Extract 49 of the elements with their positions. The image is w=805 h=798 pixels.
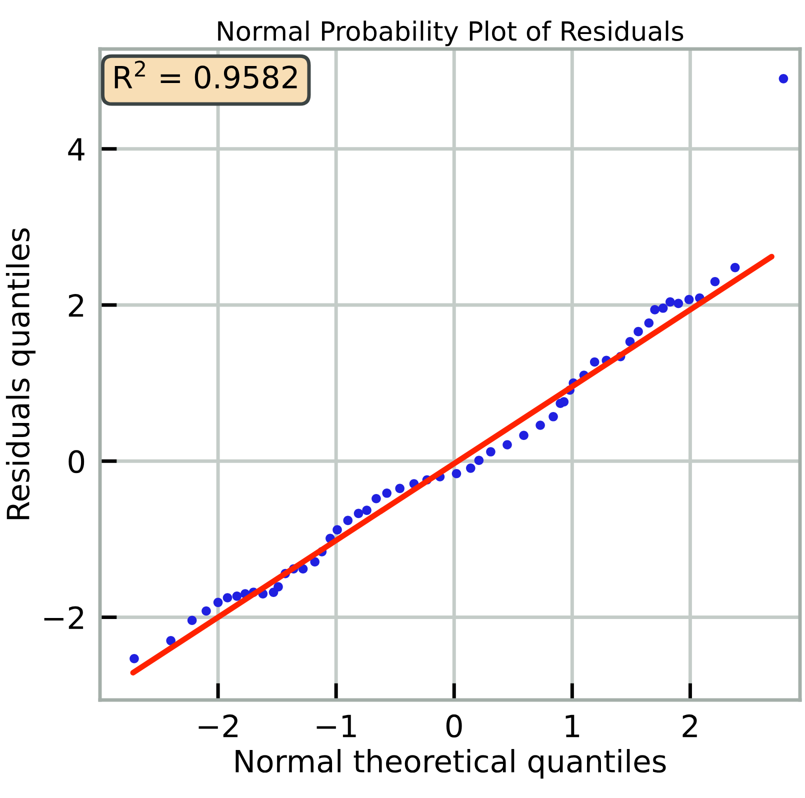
point [166, 636, 176, 646]
point [590, 357, 600, 367]
x-axis-title: Normal theoretical quantiles [236, 749, 666, 779]
point [130, 654, 139, 664]
y-tick-label: −2 [44, 606, 84, 629]
point [559, 397, 569, 406]
point [658, 303, 668, 313]
point [452, 468, 462, 478]
point [644, 318, 654, 328]
y-axis-title: Residuals quantiles [6, 228, 36, 520]
point [674, 298, 684, 308]
point [332, 525, 342, 534]
point [548, 412, 558, 422]
point [502, 440, 512, 450]
point [684, 294, 694, 304]
x-tick-label: 0 [446, 714, 462, 738]
point [274, 582, 283, 592]
x-tick-label: −2 [198, 714, 238, 738]
point [354, 508, 364, 518]
point [536, 420, 545, 430]
y-tick-label: 0 [68, 450, 84, 474]
point [222, 593, 232, 602]
point [395, 484, 404, 494]
point [382, 488, 392, 498]
x-tick-label: −1 [316, 714, 356, 738]
point [519, 430, 528, 440]
point [778, 74, 788, 84]
point [466, 464, 476, 473]
point [213, 598, 223, 608]
point [650, 305, 660, 314]
point [187, 616, 197, 626]
y-tick-label: 2 [68, 294, 84, 317]
point [372, 494, 381, 504]
y-tick-label: 4 [68, 138, 84, 161]
point [343, 516, 353, 526]
annotation: R$^{2}$ = 0.9582 [114, 60, 297, 89]
point [634, 326, 643, 336]
point [362, 506, 372, 515]
point [232, 592, 242, 601]
chart-title: Normal Probability Plot of Residuals [218, 20, 684, 46]
point [474, 456, 484, 466]
point [310, 557, 320, 566]
point [486, 447, 496, 456]
point [202, 606, 211, 616]
x-tick-label: 2 [682, 714, 697, 738]
point [730, 262, 740, 272]
point [710, 276, 720, 286]
point [665, 297, 675, 307]
x-tick-label: 1 [566, 714, 580, 738]
